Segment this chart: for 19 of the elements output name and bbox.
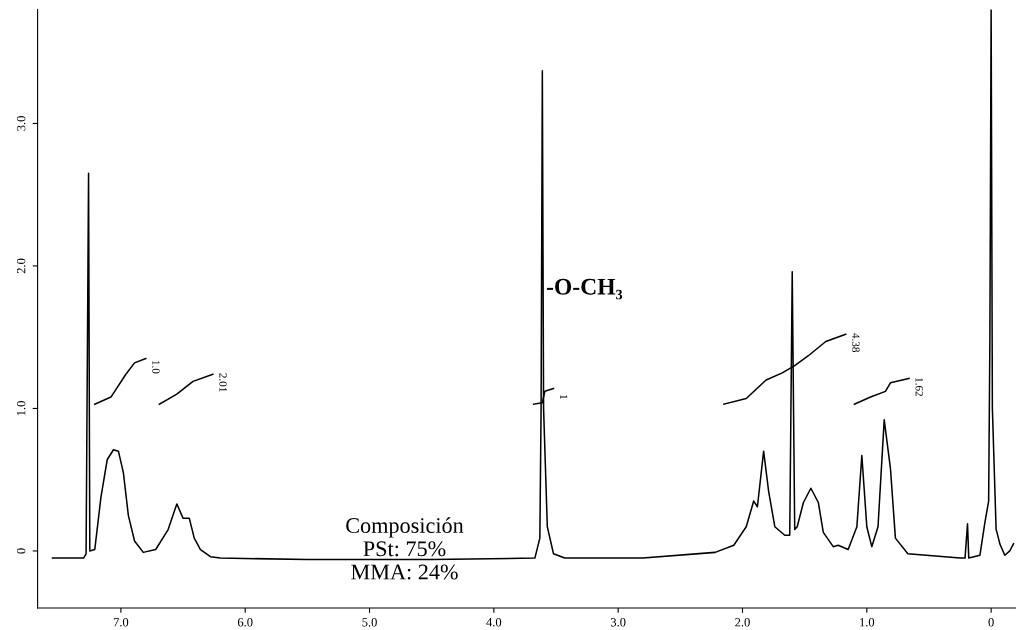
x-tick-label: 0 — [988, 618, 994, 627]
annotation: Composición PSt: 75% MMA: 24% — [346, 517, 464, 580]
x-tick-label: 6.0 — [237, 618, 253, 627]
annotation: 1.62 — [915, 378, 923, 396]
annotation: 1 — [560, 395, 568, 399]
y-tick-label: 0 — [16, 548, 26, 554]
annotation: -O-CH₃ — [546, 278, 623, 300]
annotation: 2.01 — [219, 373, 227, 392]
y-tick-label: 3.0 — [16, 116, 26, 131]
x-tick-label: 4.0 — [486, 618, 502, 627]
x-tick-label: 5.0 — [362, 618, 377, 627]
x-tick-label: 1.0 — [860, 618, 875, 627]
y-tick-label: 1.0 — [16, 401, 26, 416]
x-tick-label: 3.0 — [610, 618, 626, 627]
annotation: 4.38 — [852, 333, 860, 352]
x-tick-label: 2.0 — [735, 618, 750, 627]
y-tick-label: 2.0 — [16, 258, 26, 274]
annotation: 1.0 — [152, 360, 160, 374]
x-tick-label: 7.0 — [113, 618, 129, 627]
